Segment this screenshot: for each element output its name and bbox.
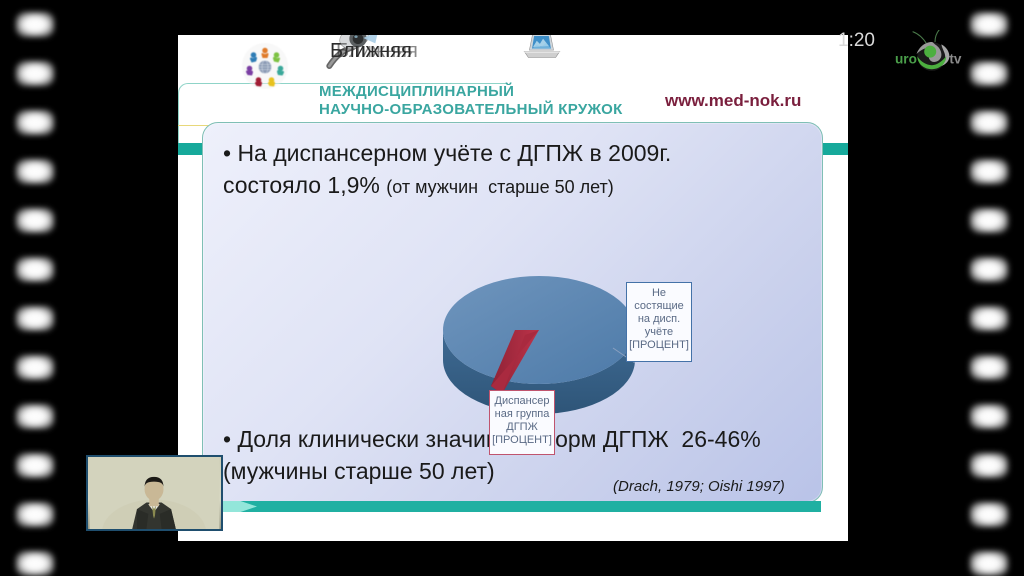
svg-text:uro: uro — [895, 52, 917, 67]
svg-text:tv: tv — [949, 52, 962, 67]
